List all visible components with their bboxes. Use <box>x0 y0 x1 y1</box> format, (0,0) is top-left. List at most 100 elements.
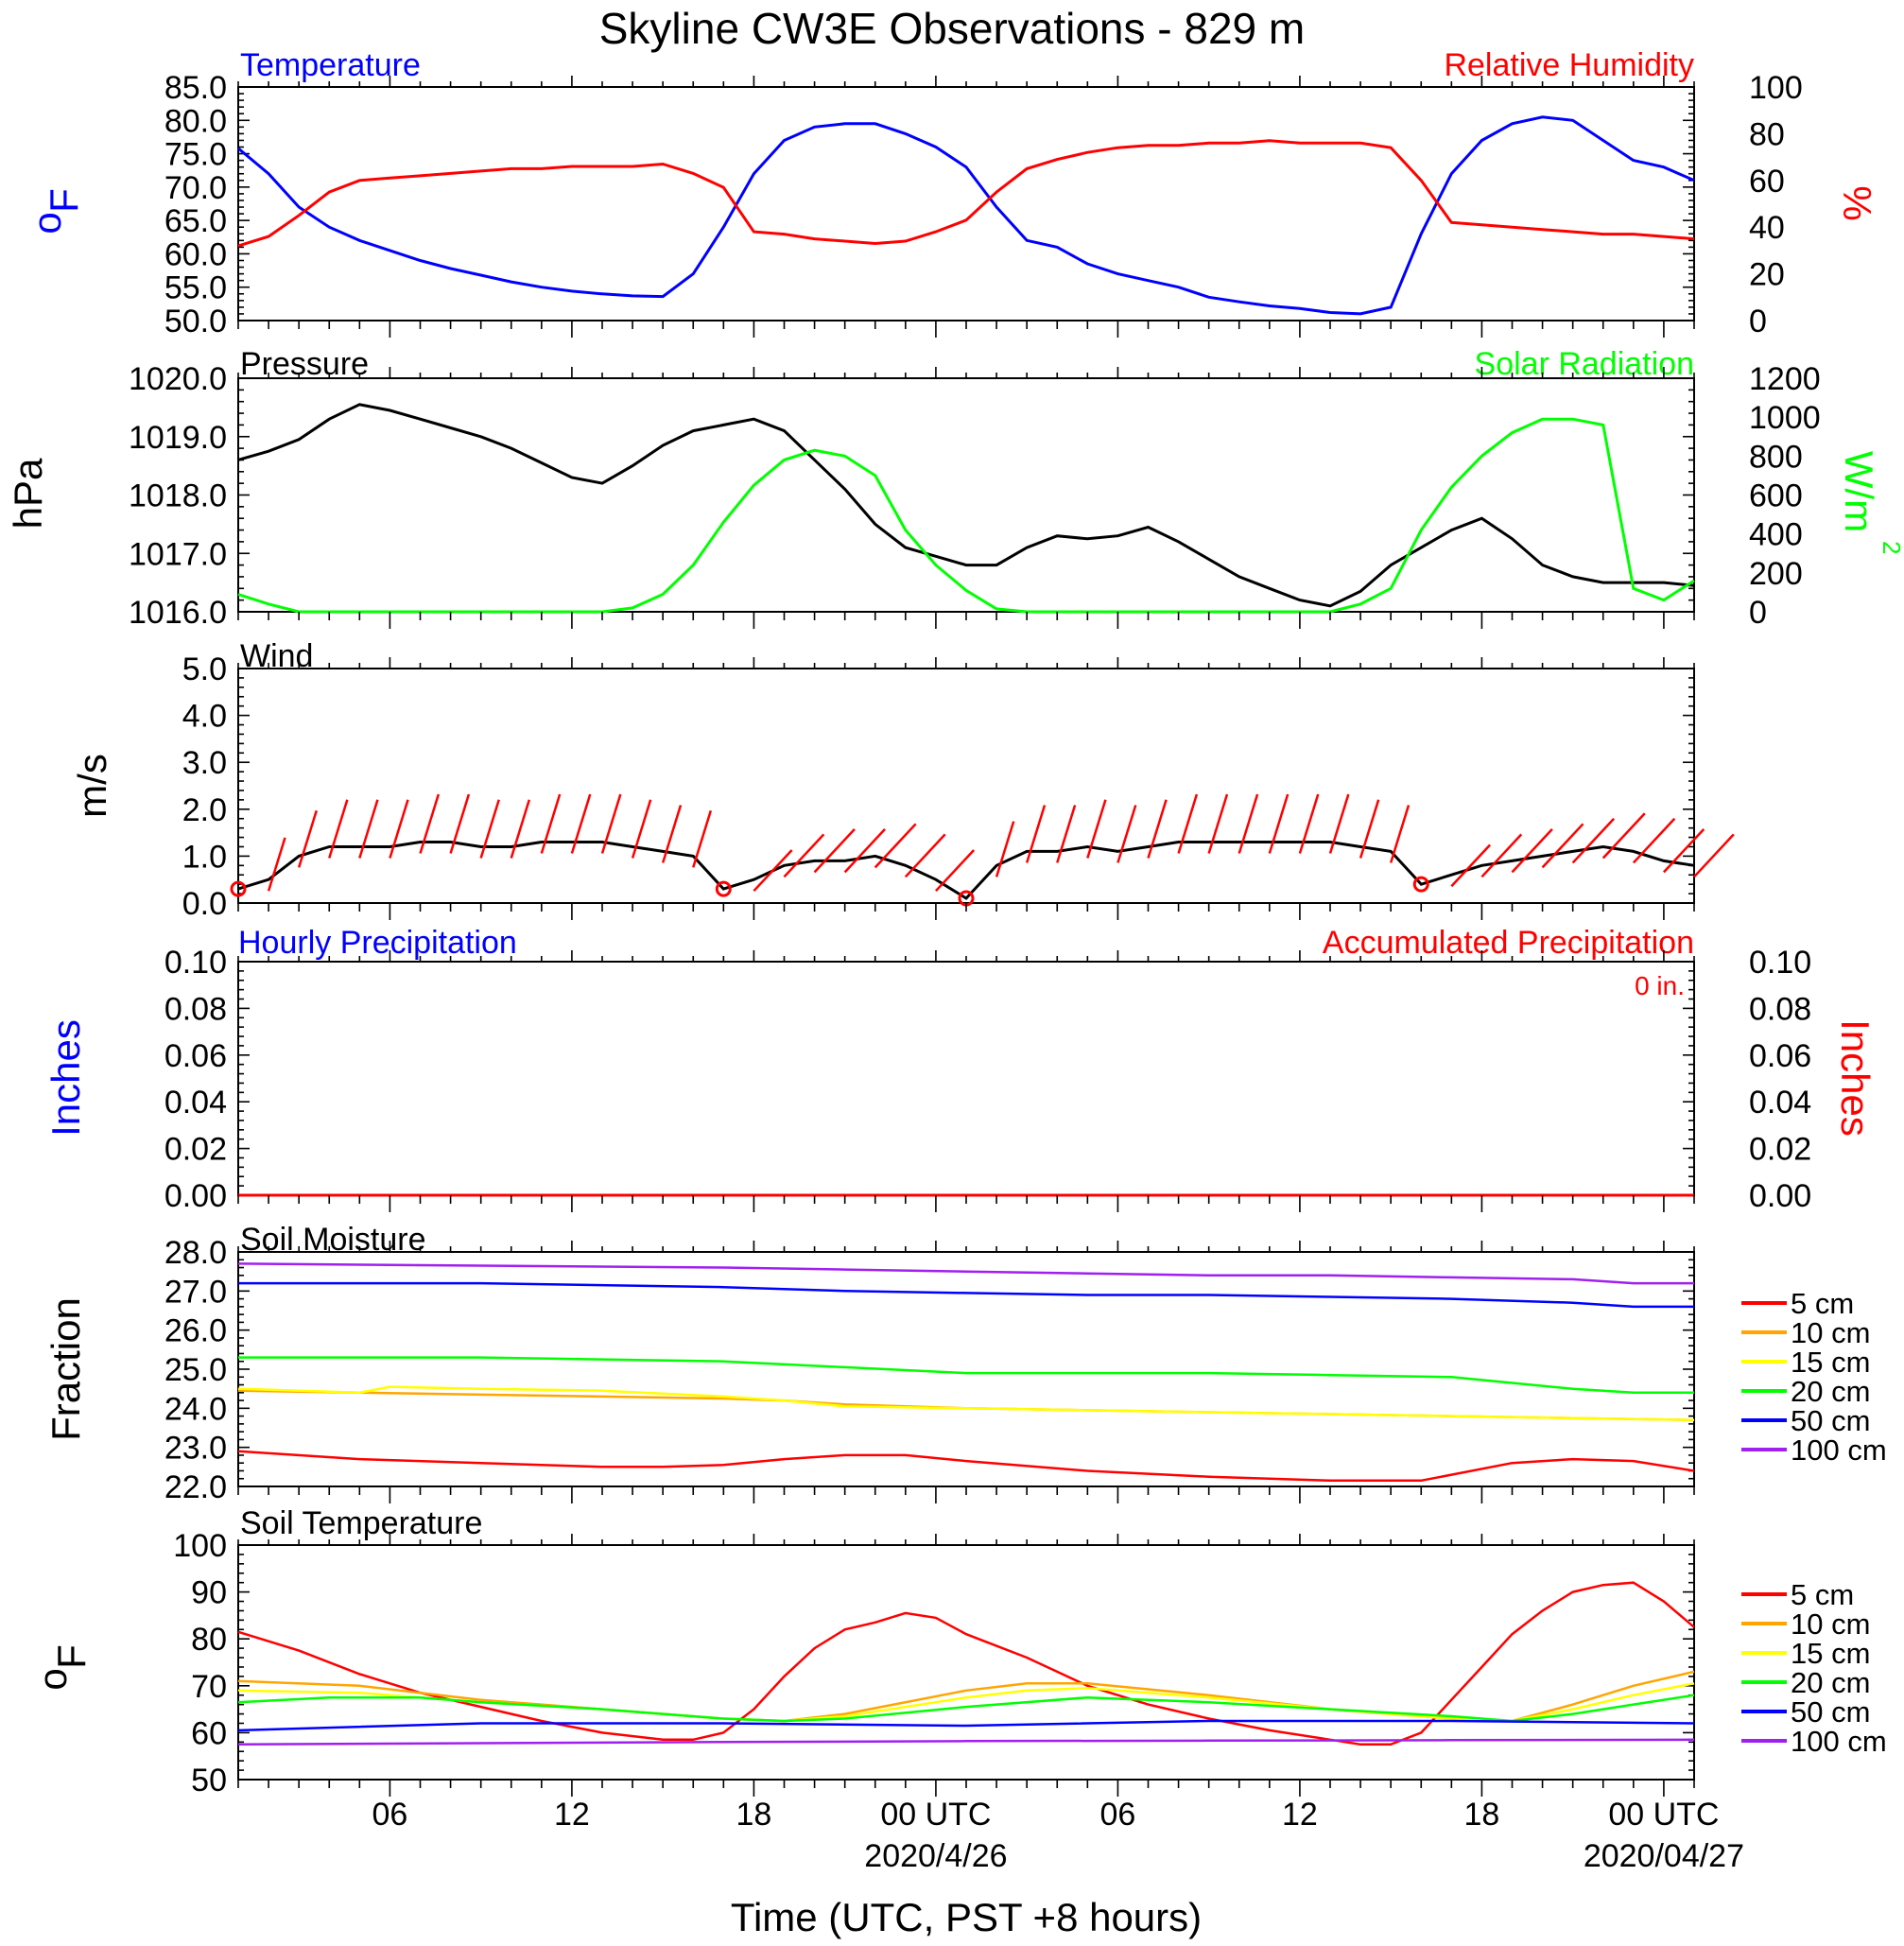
wind-panel: Wind m/s 0.0 1.0 2.0 3.0 4.0 5.0 <box>70 638 1735 922</box>
series-line-temperature <box>237 115 1695 316</box>
soil-moisture-frame <box>237 1251 1695 1487</box>
wind-barb <box>843 827 886 874</box>
pressure-solar-frame <box>237 377 1695 613</box>
series-line-5-cm <box>237 1450 1695 1483</box>
legend-label: 15 cm <box>1791 1637 1870 1670</box>
humidity-unit: % <box>1835 185 1879 220</box>
wind-barb <box>449 793 471 854</box>
wind-barb <box>783 833 825 878</box>
left-tick-label: 50.0 <box>164 304 227 339</box>
left-tick-label: 90 <box>191 1575 227 1611</box>
x-date-label: 2020/04/27 <box>1584 1838 1744 1874</box>
precip-left-ticks: 0.00 0.02 0.04 0.06 0.08 0.10 <box>164 945 1694 1214</box>
series-line-solar-radiation <box>237 417 1695 614</box>
right-tick-label: 40 <box>1749 210 1785 246</box>
wind-barb <box>1511 827 1553 874</box>
left-tick-label: 100 <box>173 1528 227 1564</box>
soil-temp-unit-degree: o <box>30 1668 75 1690</box>
right-tick-label: 600 <box>1749 478 1803 514</box>
wind-barb <box>1328 793 1350 854</box>
wind-barb <box>479 799 500 859</box>
left-tick-label: 75.0 <box>164 137 227 173</box>
temperature-unit-degree: o <box>25 212 69 234</box>
temperature-unit: F <box>42 188 86 213</box>
wind-barb <box>661 805 683 863</box>
wind-series <box>237 841 1695 900</box>
left-tick-label: 1.0 <box>182 839 227 875</box>
accum-precip-annotation: 0 in. <box>1635 971 1685 1000</box>
x-date-label: 2020/4/26 <box>864 1838 1007 1874</box>
wind-barb <box>813 827 856 874</box>
wind-unit: m/s <box>70 754 114 818</box>
x-axis-title: Time (UTC, PST +8 hours) <box>731 1895 1202 1939</box>
solar-title: Solar Radiation <box>1475 346 1694 382</box>
x-axis-labels: 06 12 18 00 UTC 2020/4/26 06 12 18 00 UTC 2020/04… <box>372 1797 1744 1874</box>
right-tick-label: 0.10 <box>1749 945 1811 981</box>
right-tick-label: 0.06 <box>1749 1038 1811 1074</box>
solar-unit-superscript: 2 <box>1878 541 1904 554</box>
wind-barb <box>631 799 652 859</box>
wind-barb <box>1268 793 1290 854</box>
series-line-50-cm <box>237 1719 1695 1732</box>
wind-barb <box>570 793 592 854</box>
left-tick-label: 0.04 <box>164 1085 227 1121</box>
x-tick-label: 00 UTC <box>880 1797 991 1833</box>
wind-barb <box>1116 805 1137 863</box>
soil-moisture-series <box>237 1262 1695 1483</box>
accum-precip-unit: Inches <box>1833 1019 1878 1137</box>
legend-label: 20 cm <box>1791 1375 1870 1408</box>
x-tick-label: 06 <box>372 1797 408 1833</box>
legend-label: 5 cm <box>1791 1578 1854 1611</box>
x-tick-label: 06 <box>1100 1797 1136 1833</box>
wind-barb <box>692 809 713 868</box>
right-tick-label: 0 <box>1749 595 1767 631</box>
wind-barb <box>328 799 349 859</box>
hourly-precip-title: Hourly Precipitation <box>238 925 517 961</box>
pressure-title: Pressure <box>240 346 369 382</box>
series-line-20-cm <box>238 1356 1694 1395</box>
series-line-pressure <box>237 403 1695 608</box>
legend-label: 50 cm <box>1791 1404 1870 1437</box>
wind-barb <box>297 809 318 868</box>
left-tick-label: 70.0 <box>164 170 227 206</box>
pressure-left-ticks: 1016.0 1017.0 1018.0 1019.0 1020.0 <box>129 361 1694 631</box>
left-tick-label: 1019.0 <box>129 420 227 456</box>
pressure-unit: hPa <box>6 458 50 529</box>
temp-rh-panel: Temperature Relative Humidity o F % 50.0… <box>25 47 1879 339</box>
left-tick-label: 28.0 <box>164 1235 227 1271</box>
right-tick-label: 0.08 <box>1749 991 1811 1027</box>
left-tick-label: 55.0 <box>164 270 227 306</box>
wind-barb <box>874 823 917 869</box>
wind-barb <box>1632 817 1676 864</box>
wind-calm-marker <box>1412 876 1429 893</box>
series-line-5-cm <box>237 1581 1695 1746</box>
left-tick-label: 0.10 <box>164 945 227 981</box>
left-tick-label: 26.0 <box>164 1313 227 1349</box>
x-tick-label: 18 <box>1464 1797 1500 1833</box>
left-tick-label: 27.0 <box>164 1274 227 1310</box>
left-tick-label: 23.0 <box>164 1431 227 1467</box>
series-line-relative-humidity <box>237 139 1695 248</box>
soil-moisture-title: Soil Moisture <box>240 1222 426 1258</box>
wind-barb <box>600 793 622 854</box>
wind-left-ticks: 0.0 1.0 2.0 3.0 4.0 5.0 <box>182 652 1694 922</box>
precip-right-ticks: 0.00 0.02 0.04 0.06 0.08 0.10 <box>1749 945 1811 1214</box>
wind-calm-marker <box>230 880 247 897</box>
temp-rh-series <box>237 115 1695 316</box>
right-tick-label: 0.04 <box>1749 1085 1811 1121</box>
wind-barb <box>510 799 531 859</box>
left-tick-label: 1017.0 <box>129 536 227 572</box>
right-tick-label: 0 <box>1749 304 1767 339</box>
wind-barb <box>1025 805 1047 863</box>
left-tick-label: 0.0 <box>182 886 227 922</box>
left-tick-label: 85.0 <box>164 70 227 106</box>
wind-barb <box>904 833 946 878</box>
left-tick-label: 80.0 <box>164 103 227 139</box>
left-tick-label: 24.0 <box>164 1391 227 1427</box>
temp-rh-left-ticks: 50.055.060.065.070.075.080.085.0 <box>164 70 1694 339</box>
legend-label: 20 cm <box>1791 1666 1870 1699</box>
wind-title: Wind <box>240 638 313 674</box>
wind-barb <box>1389 805 1411 863</box>
